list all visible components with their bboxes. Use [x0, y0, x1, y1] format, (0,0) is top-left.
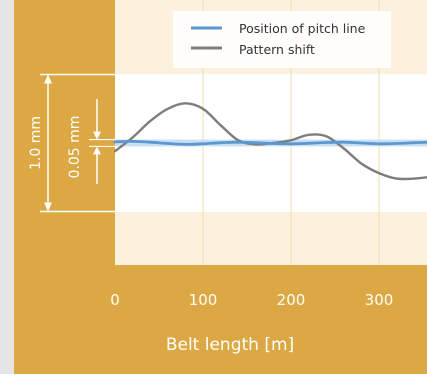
dimension-outer-arrow-bottom	[44, 202, 52, 212]
x-tick-label: 100	[189, 291, 218, 309]
x-tick-label: 200	[277, 291, 306, 309]
dimension-inner-arrow-top	[93, 131, 101, 140]
legend: Position of pitch line Pattern shift	[173, 11, 391, 68]
dimension-outer-label: 1.0 mm	[28, 116, 44, 170]
dimension-inner: 0.05 mm	[67, 99, 115, 184]
dimension-annotations: 1.0 mm 0.05 mm	[28, 73, 115, 213]
x-axis-title: Belt length [m]	[166, 335, 294, 355]
x-tick-label: 0	[110, 291, 120, 309]
series-lines	[113, 102, 427, 181]
dimension-outer: 1.0 mm	[28, 73, 115, 213]
dimension-inner-label: 0.05 mm	[67, 116, 83, 179]
dimension-outer-arrow-top	[44, 74, 52, 84]
series-line-pitch-line	[113, 139, 427, 146]
legend-label-pitch-line: Position of pitch line	[239, 21, 366, 36]
x-axis-ticks: 0 100 200 300	[110, 291, 393, 309]
legend-label-pattern-shift: Pattern shift	[239, 42, 315, 57]
legend-box	[173, 11, 391, 68]
dimension-inner-arrow-bottom	[93, 146, 101, 155]
x-tick-label: 300	[365, 291, 394, 309]
